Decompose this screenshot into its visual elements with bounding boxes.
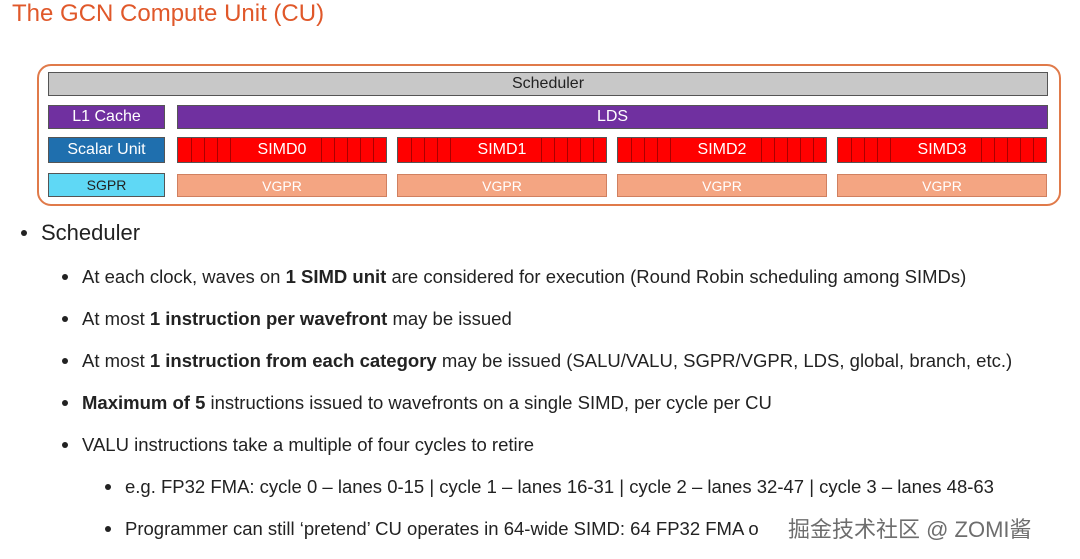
simd-lane	[1033, 138, 1034, 162]
simd-lane	[994, 138, 995, 162]
simd-lane	[670, 138, 671, 162]
bullet-item: Scheduler	[41, 219, 141, 245]
scalar-unit-block: Scalar Unit	[48, 137, 165, 163]
simd-lane	[567, 138, 568, 162]
sgpr-block: SGPR	[48, 173, 165, 197]
simd-label: SIMD2	[697, 141, 747, 158]
lds-block: LDS	[177, 105, 1048, 129]
bullet-item: Maximum of 5 instructions issued to wave…	[82, 392, 772, 414]
simd-lane	[981, 138, 982, 162]
bullet-dot	[21, 230, 27, 236]
vgpr-block: VGPR	[837, 174, 1047, 197]
bullet-item: VALU instructions take a multiple of fou…	[82, 434, 534, 456]
simd-lane	[217, 138, 218, 162]
simd-lane	[191, 138, 192, 162]
simd-lane	[774, 138, 775, 162]
simd-lane	[373, 138, 374, 162]
text: VALU instructions take a multiple of fou…	[82, 433, 535, 455]
bullet-dot	[62, 400, 68, 406]
simd-lane	[787, 138, 788, 162]
simd-block: SIMD3	[837, 137, 1047, 163]
bullet-item: At each clock, waves on 1 SIMD unit are …	[82, 266, 966, 288]
simd-lane	[230, 138, 231, 162]
text: e.g. FP32 FMA: cycle 0 – lanes 0-15 | cy…	[125, 475, 994, 497]
simd-lane	[321, 138, 322, 162]
bold-text: Maximum of 5	[82, 391, 206, 413]
simd-lane	[360, 138, 361, 162]
watermark: 掘金技术社区 @ ZOMI酱	[788, 517, 1032, 542]
simd-lane	[864, 138, 865, 162]
text: Programmer can still ‘pretend’ CU operat…	[125, 517, 759, 539]
bullet-item: Programmer can still ‘pretend’ CU operat…	[125, 518, 759, 540]
text: At most	[82, 307, 150, 329]
bullet-dot	[62, 358, 68, 364]
simd-lane	[204, 138, 205, 162]
vgpr-block: VGPR	[617, 174, 827, 197]
cu-frame	[37, 64, 1061, 206]
text: may be issued	[387, 307, 512, 329]
bullet-dot	[62, 442, 68, 448]
bold-text: 1 SIMD unit	[285, 265, 387, 287]
text: instructions issued to wavefronts on a s…	[205, 391, 772, 413]
simd-lane	[657, 138, 658, 162]
bullet-dot	[105, 484, 111, 490]
simd-lane	[450, 138, 451, 162]
simd-block: SIMD0	[177, 137, 387, 163]
simd-lane	[631, 138, 632, 162]
simd-lane	[800, 138, 801, 162]
simd-label: SIMD3	[917, 141, 967, 158]
simd-lane	[851, 138, 852, 162]
bullet-dot	[105, 526, 111, 532]
bullet-item: At most 1 instruction per wavefront may …	[82, 308, 512, 330]
title: The GCN Compute Unit (CU)	[12, 0, 325, 27]
simd-lane	[1020, 138, 1021, 162]
vgpr-block: VGPR	[397, 174, 607, 197]
bullet-item: At most 1 instruction from each category…	[82, 350, 1012, 372]
simd-lane	[593, 138, 594, 162]
simd-lane	[644, 138, 645, 162]
simd-lane	[437, 138, 438, 162]
bold-text: 1 instruction per wavefront	[149, 307, 388, 329]
simd-lane	[1007, 138, 1008, 162]
scheduler-block: Scheduler	[48, 72, 1048, 96]
simd-lane	[424, 138, 425, 162]
simd-label: SIMD1	[477, 141, 527, 158]
simd-lane	[334, 138, 335, 162]
simd-lane	[761, 138, 762, 162]
bullet-dot	[62, 316, 68, 322]
simd-label: SIMD0	[257, 141, 307, 158]
simd-lane	[347, 138, 348, 162]
simd-block: SIMD2	[617, 137, 827, 163]
simd-lane	[580, 138, 581, 162]
text: are considered for execution (Round Robi…	[386, 265, 967, 287]
text: may be issued (SALU/VALU, SGPR/VGPR, LDS…	[436, 349, 1013, 371]
simd-lane	[554, 138, 555, 162]
simd-block: SIMD1	[397, 137, 607, 163]
l1-cache-block: L1 Cache	[48, 105, 165, 129]
simd-lane	[877, 138, 878, 162]
simd-lane	[411, 138, 412, 162]
bullet-item: e.g. FP32 FMA: cycle 0 – lanes 0-15 | cy…	[125, 476, 994, 498]
simd-lane	[541, 138, 542, 162]
simd-lane	[813, 138, 814, 162]
simd-lane	[890, 138, 891, 162]
bold-text: 1 instruction from each category	[149, 349, 437, 371]
vgpr-block: VGPR	[177, 174, 387, 197]
text: At most	[82, 349, 150, 371]
text: At each clock, waves on	[82, 265, 286, 287]
bullet-dot	[62, 274, 68, 280]
